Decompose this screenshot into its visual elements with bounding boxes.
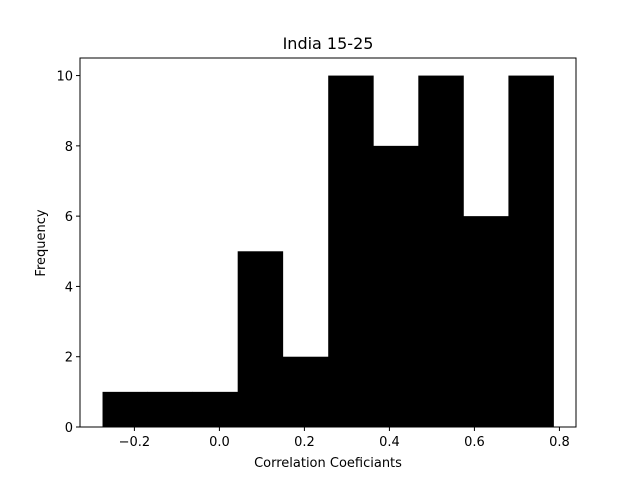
x-tick-label: 0.4 [379,435,400,450]
x-tick-label: −0.2 [119,435,151,450]
histogram-bar [463,216,509,427]
histogram-bar [328,75,374,428]
y-tick-label: 6 [65,210,73,225]
y-axis-label: Frequency [34,209,49,276]
x-tick-label: 0.2 [294,435,315,450]
histogram-bar [508,75,554,428]
histogram-bar [237,251,284,427]
y-tick-label: 4 [65,280,73,295]
x-tick-label: 0.0 [209,435,230,450]
x-axis-ticks: −0.2 0.0 0.2 0.4 0.6 0.8 [119,427,570,450]
y-tick-label: 2 [65,351,73,366]
chart-title: India 15-25 [283,34,374,53]
histogram-bar [147,391,194,427]
histogram-bar [192,391,239,427]
y-tick-label: 0 [65,421,73,436]
histogram-bar [282,356,329,427]
histogram-bar [373,145,419,427]
x-tick-label: 0.8 [549,435,570,450]
y-tick-label: 10 [56,70,73,85]
histogram-bars [102,75,554,428]
y-tick-label: 8 [65,140,73,155]
histogram-bar [102,391,148,427]
plot-frame [79,57,577,428]
x-tick-label: 0.6 [464,435,485,450]
y-axis-ticks: 0 2 4 6 8 10 [56,70,80,436]
histogram-bar [418,75,464,428]
x-axis-label: Correlation Coeficiants [254,456,402,471]
